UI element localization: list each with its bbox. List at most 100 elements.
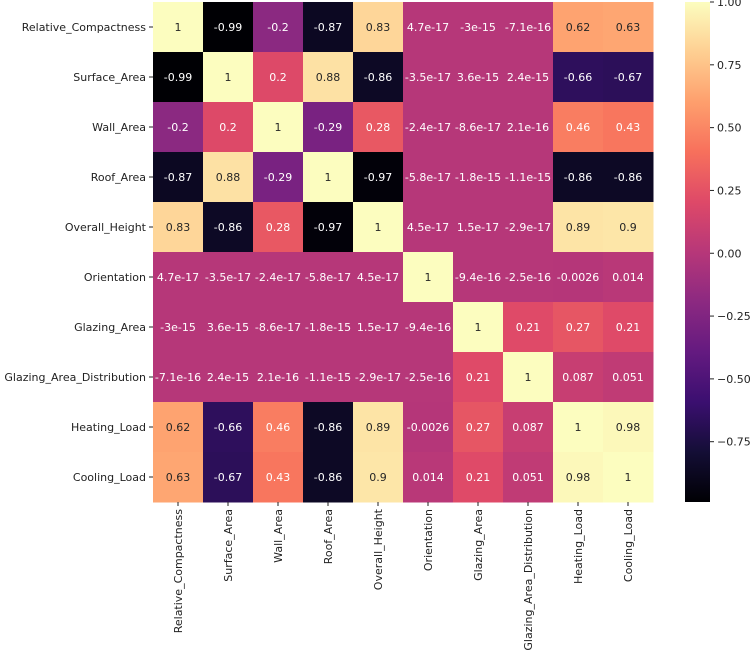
heatmap-cell [303, 202, 354, 253]
cell-annotation: -0.2 [267, 21, 288, 34]
heatmap-cell [353, 202, 404, 253]
cell-annotation: 0.83 [366, 21, 391, 34]
colorbar-tick-label: 0.50 [717, 122, 742, 135]
heatmap-cell [253, 402, 304, 453]
cell-annotation: -1.8e-15 [455, 171, 501, 184]
cell-annotation: 2.1e-16 [257, 371, 299, 384]
column-label: Glazing_Area_Distribution [522, 509, 535, 651]
cell-annotation: 0.27 [466, 421, 491, 434]
row-label: Roof_Area [91, 171, 146, 184]
cell-annotation: -0.0026 [557, 271, 599, 284]
cell-annotation: 0.88 [216, 171, 241, 184]
row-label: Overall_Height [65, 221, 147, 234]
heatmap-cell [553, 202, 604, 253]
heatmap-cells: 1 -0.99 -0.2 -0.87 0.83 4.7e-17 -3e-15 -7.1e-16… [153, 2, 654, 503]
cell-annotation: 0.46 [566, 121, 591, 134]
row-labels: Relative_Compactness Surface_Area Wall_Are… [4, 21, 153, 484]
heatmap-cell [503, 402, 554, 453]
heatmap-cell [353, 102, 404, 153]
cell-annotation: -0.97 [314, 221, 342, 234]
heatmap-cell [303, 402, 354, 453]
heatmap-cell [153, 402, 204, 453]
heatmap-cell [403, 352, 454, 403]
cell-annotation: 1 [325, 171, 332, 184]
heatmap-cell [453, 302, 504, 353]
heatmap-cell [253, 52, 304, 103]
colorbar-tick-label: −0.25 [717, 310, 751, 323]
heatmap-cell [603, 202, 654, 253]
cell-annotation: 0.27 [566, 321, 591, 334]
heatmap-cell [203, 452, 254, 503]
heatmap-cell [253, 452, 304, 503]
cell-annotation: 0.98 [566, 471, 591, 484]
heatmap-cell [253, 202, 304, 253]
row-label: Cooling_Load [73, 471, 146, 484]
heatmap-cell [353, 302, 404, 353]
cell-annotation: 0.46 [266, 421, 291, 434]
cell-annotation: -0.87 [164, 171, 192, 184]
heatmap-cell [503, 352, 554, 403]
heatmap-cell [553, 102, 604, 153]
heatmap-cell [203, 152, 254, 203]
heatmap-cell [203, 352, 254, 403]
cell-annotation: -0.86 [364, 71, 392, 84]
heatmap-cell [303, 102, 354, 153]
colorbar-tick-label: −0.50 [717, 373, 751, 386]
cell-annotation: 0.62 [166, 421, 191, 434]
cell-annotation: -3e-15 [460, 21, 496, 34]
colorbar-tick-label: 1.00 [717, 0, 742, 9]
cell-annotation: 0.89 [366, 421, 391, 434]
heatmap-cell [303, 452, 354, 503]
heatmap-cell [353, 452, 404, 503]
heatmap-cell [453, 352, 504, 403]
heatmap-cell [503, 102, 554, 153]
cell-annotation: -0.29 [264, 171, 292, 184]
heatmap-cell [603, 252, 654, 303]
heatmap-cell [153, 452, 204, 503]
heatmap-cell [453, 2, 504, 53]
column-label: Surface_Area [222, 509, 235, 582]
heatmap-cell [353, 252, 404, 303]
heatmap-cell [503, 302, 554, 353]
heatmap-cell [353, 52, 404, 103]
cell-annotation: -0.2 [167, 121, 188, 134]
cell-annotation: -0.99 [164, 71, 192, 84]
cell-annotation: -2.4e-17 [255, 271, 301, 284]
cell-annotation: 0.62 [566, 21, 591, 34]
cell-annotation: -8.6e-17 [255, 321, 301, 334]
heatmap-cell [203, 252, 254, 303]
cell-annotation: -0.0026 [407, 421, 449, 434]
cell-annotation: 1 [425, 271, 432, 284]
cell-annotation: 0.014 [412, 471, 444, 484]
heatmap-cell [603, 452, 654, 503]
cell-annotation: -0.66 [564, 71, 592, 84]
cell-annotation: -0.86 [314, 471, 342, 484]
cell-annotation: 1 [375, 221, 382, 234]
cell-annotation: -0.86 [214, 221, 242, 234]
cell-annotation: 0.98 [616, 421, 641, 434]
heatmap-cell [553, 302, 604, 353]
heatmap-cell [153, 202, 204, 253]
row-label: Relative_Compactness [22, 21, 147, 34]
heatmap-cell [253, 252, 304, 303]
cell-annotation: 0.014 [612, 271, 644, 284]
heatmap-cell [553, 52, 604, 103]
heatmap-cell [253, 102, 304, 153]
cell-annotation: 0.087 [512, 421, 544, 434]
colorbar-tick-label: 0.00 [717, 247, 742, 260]
cell-annotation: 0.051 [512, 471, 544, 484]
cell-annotation: 1 [575, 421, 582, 434]
cell-annotation: 4.5e-17 [407, 221, 449, 234]
colorbar-tick-label: 0.25 [717, 184, 742, 197]
column-label: Glazing_Area [472, 509, 485, 581]
column-label: Overall_Height [372, 508, 385, 590]
heatmap-cell [153, 252, 204, 303]
heatmap-cell [303, 352, 354, 403]
heatmap-cell [453, 52, 504, 103]
heatmap-cell [453, 252, 504, 303]
row-label: Heating_Load [71, 421, 146, 434]
cell-annotation: 0.88 [316, 71, 341, 84]
heatmap-cell [353, 352, 404, 403]
row-label: Glazing_Area [74, 321, 146, 334]
heatmap-cell [553, 2, 604, 53]
